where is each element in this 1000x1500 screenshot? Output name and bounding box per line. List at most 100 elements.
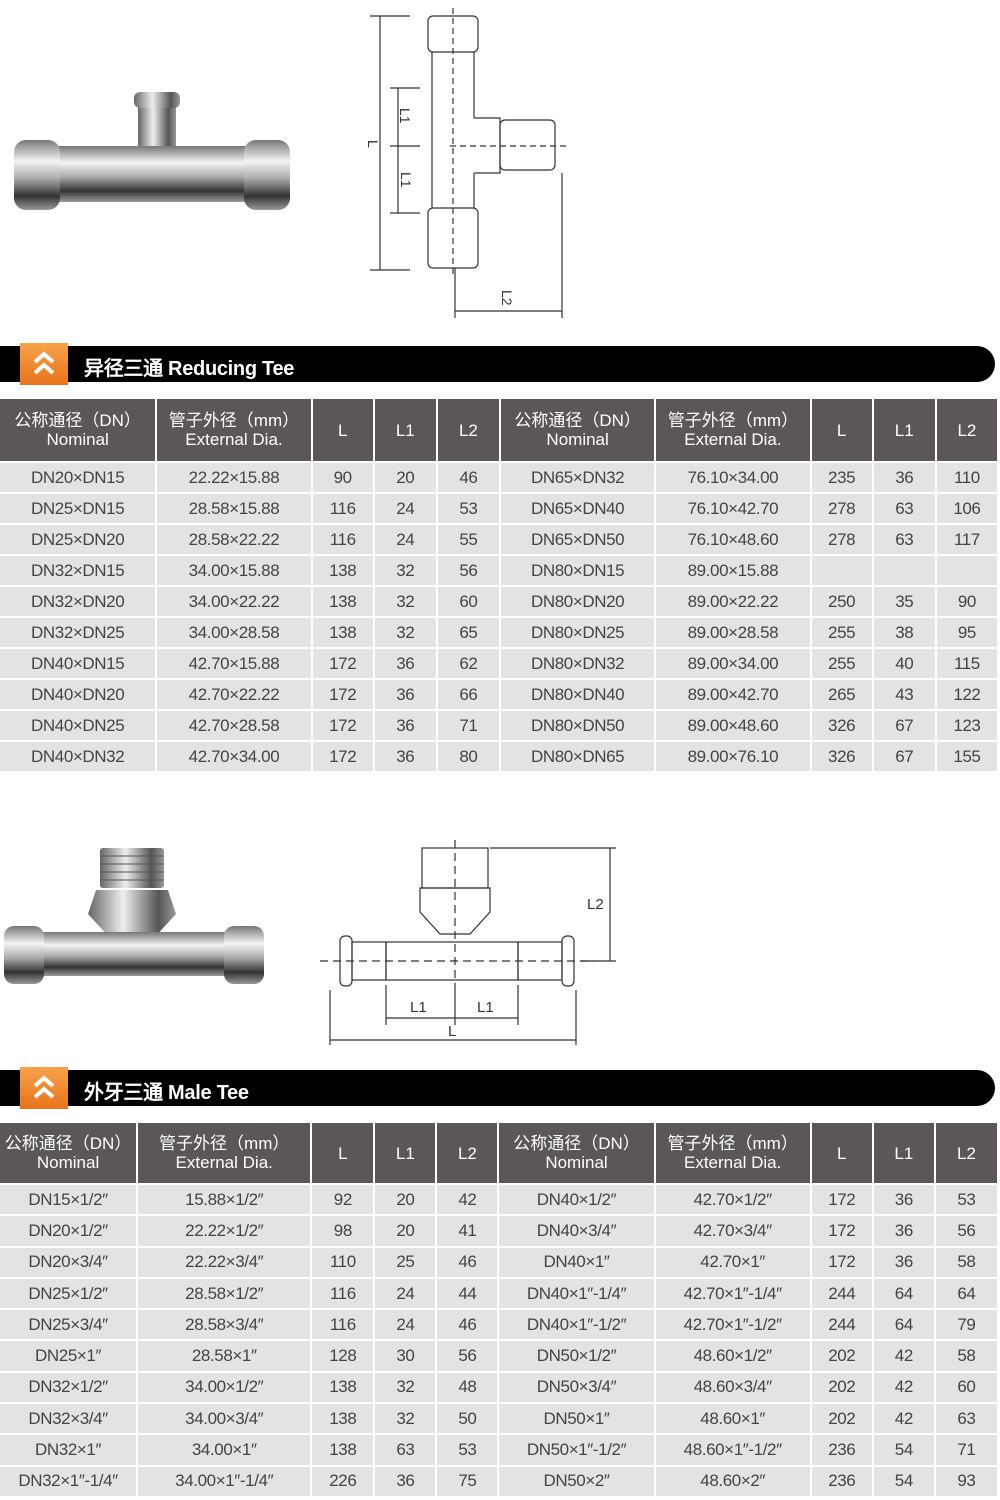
table-cell: 36 <box>374 711 436 740</box>
chevron-up-icon <box>20 1067 68 1109</box>
table-cell: 24 <box>375 1278 436 1309</box>
table-cell: DN32×DN20 <box>0 587 156 616</box>
reducing-tee-diagram: L L1 L1 L2 <box>365 8 570 318</box>
table-cell: 202 <box>811 1341 872 1371</box>
table-cell: 42.70×1″-1/2″ <box>655 1310 810 1340</box>
table-cell: 42.70×1/2″ <box>655 1185 810 1215</box>
table-cell: 116 <box>312 525 373 554</box>
table-cell: 58 <box>935 1341 997 1371</box>
table-row: DN20×3/4″ 22.22×3/4″ 110 25 46 DN40×1″ 42.70×1… <box>0 1247 997 1277</box>
male-tee-table: 公称通径（DN） Nominal 管子外径（mm） External Dia. L L… <box>0 1121 999 1498</box>
column-header: L2 <box>437 1123 498 1183</box>
table-row: DN40×DN15 42.70×15.88 172 36 62 DN80×DN32 89.0… <box>0 649 997 678</box>
table-cell: 58 <box>935 1247 997 1277</box>
table-cell: 138 <box>312 1404 374 1434</box>
table-cell: 236 <box>811 1435 872 1465</box>
table-cell: 40 <box>873 649 935 678</box>
section-title: 异径三通 Reducing Tee <box>84 358 295 380</box>
table-cell: 172 <box>811 1247 872 1277</box>
table-cell: 28.58×1/2″ <box>138 1278 311 1309</box>
table-cell: 172 <box>312 742 373 771</box>
column-header: L2 <box>936 399 997 461</box>
table-cell: 41 <box>437 1216 498 1246</box>
table-cell: DN50×1″ <box>499 1404 654 1434</box>
table-cell: 46 <box>437 463 499 492</box>
table-cell: 56 <box>437 1341 498 1371</box>
table-cell: 122 <box>936 680 997 709</box>
table-cell: 36 <box>873 1185 934 1215</box>
table-cell: 24 <box>374 525 436 554</box>
table-cell: 89.00×76.10 <box>656 742 810 771</box>
table-cell: 244 <box>811 1310 872 1340</box>
table-cell: 53 <box>437 494 499 523</box>
table-row: DN15×1/2″ 15.88×1/2″ 92 20 42 DN40×1/2″ 42.70×… <box>0 1185 997 1215</box>
table-cell: 42.70×3/4″ <box>655 1216 810 1246</box>
table-cell: 76.10×34.00 <box>656 463 810 492</box>
table-cell: 172 <box>811 1216 872 1246</box>
column-header: L2 <box>437 399 499 461</box>
column-header: 公称通径（DN） Nominal <box>0 399 156 461</box>
table-cell: DN80×DN20 <box>500 587 655 616</box>
table-cell: DN65×DN40 <box>500 494 655 523</box>
diagram-label-l1-left: L1 <box>410 999 427 1016</box>
reducing-tee-banner: 异径三通 Reducing Tee <box>0 343 995 385</box>
table-cell: 55 <box>437 525 499 554</box>
table-cell: DN80×DN32 <box>500 649 655 678</box>
table-row: DN32×DN25 34.00×28.58 138 32 65 DN80×DN25 89.0… <box>0 618 997 647</box>
table-cell: DN50×3/4″ <box>499 1372 654 1403</box>
table-cell: 54 <box>873 1435 934 1465</box>
table-row: DN20×1/2″ 22.22×1/2″ 98 20 41 DN40×3/4″ 42.70×… <box>0 1216 997 1246</box>
table-cell: 115 <box>936 649 997 678</box>
table-cell: 63 <box>873 525 935 554</box>
table-cell: DN65×DN50 <box>500 525 655 554</box>
table-cell: 28.58×1″ <box>138 1341 311 1371</box>
table-cell: 38 <box>873 618 935 647</box>
table-cell: 110 <box>312 1247 374 1277</box>
table-cell: 98 <box>312 1216 374 1246</box>
column-header: L2 <box>935 1123 997 1183</box>
header-row: 公称通径（DN） Nominal 管子外径（mm） External Dia. L L… <box>0 1123 997 1183</box>
column-header: 公称通径（DN） Nominal <box>499 1123 654 1183</box>
table-cell: DN15×1/2″ <box>0 1185 137 1215</box>
table-cell: 22.22×15.88 <box>157 463 311 492</box>
table-cell: 76.10×42.70 <box>656 494 810 523</box>
table-cell: 20 <box>375 1185 436 1215</box>
table-cell: 89.00×48.60 <box>656 711 810 740</box>
column-header: L <box>811 399 872 461</box>
table-cell: DN50×1″-1/2″ <box>499 1435 654 1465</box>
table-cell: DN20×3/4″ <box>0 1247 137 1277</box>
table-cell: 36 <box>873 463 935 492</box>
table-cell: 28.58×15.88 <box>157 494 311 523</box>
table-row: DN25×1/2″ 28.58×1/2″ 116 24 44 DN40×1″-1/4″ 42… <box>0 1278 997 1309</box>
diagram-label-l2: L2 <box>587 896 604 913</box>
table-cell: 22.22×3/4″ <box>138 1247 311 1277</box>
table-cell: 36 <box>374 680 436 709</box>
column-header: 管子外径（mm） External Dia. <box>656 399 810 461</box>
table-cell: 138 <box>312 618 373 647</box>
column-header: 公称通径（DN） Nominal <box>500 399 655 461</box>
reducing-tee-table: 公称通径（DN） Nominal 管子外径（mm） External Dia. L L… <box>0 397 999 773</box>
table-cell: 60 <box>935 1372 997 1403</box>
table-cell: DN32×DN25 <box>0 618 156 647</box>
table-cell: 67 <box>873 742 935 771</box>
male-tee-diagram: L2 L1 L1 L <box>320 840 616 1045</box>
table-cell: 46 <box>437 1310 498 1340</box>
table-cell: 53 <box>437 1435 498 1465</box>
table-row: DN40×DN32 42.70×34.00 172 36 80 DN80×DN65 89.0… <box>0 742 997 771</box>
table-cell: DN40×1″-1/2″ <box>499 1310 654 1340</box>
table-cell: 32 <box>374 556 436 585</box>
table-cell: 278 <box>811 494 872 523</box>
table-cell: DN40×DN32 <box>0 742 156 771</box>
table-cell: 67 <box>873 711 935 740</box>
table-cell: 71 <box>437 711 499 740</box>
table-cell: 56 <box>437 556 499 585</box>
table-cell: 53 <box>935 1185 997 1215</box>
diagram-label-l1-top: L1 <box>397 108 413 124</box>
table-cell: 25 <box>375 1247 436 1277</box>
table-cell: DN25×3/4″ <box>0 1310 137 1340</box>
table-cell: DN20×1/2″ <box>0 1216 137 1246</box>
table-cell: 326 <box>811 742 872 771</box>
table-cell: 48 <box>437 1372 498 1403</box>
reducing-tee-photo <box>14 92 290 210</box>
table-cell: 42.70×22.22 <box>157 680 311 709</box>
